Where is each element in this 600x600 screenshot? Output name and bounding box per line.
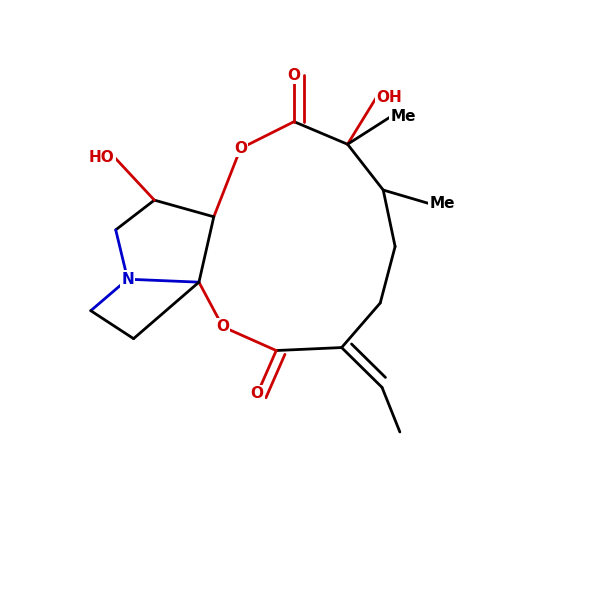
Text: Me: Me [391, 109, 416, 124]
Text: N: N [121, 272, 134, 287]
Text: HO: HO [89, 150, 115, 165]
Text: OH: OH [376, 91, 402, 106]
Text: O: O [216, 319, 229, 334]
Text: O: O [251, 386, 263, 401]
Text: O: O [287, 68, 301, 83]
Text: O: O [234, 141, 247, 156]
Text: Me: Me [430, 196, 455, 211]
